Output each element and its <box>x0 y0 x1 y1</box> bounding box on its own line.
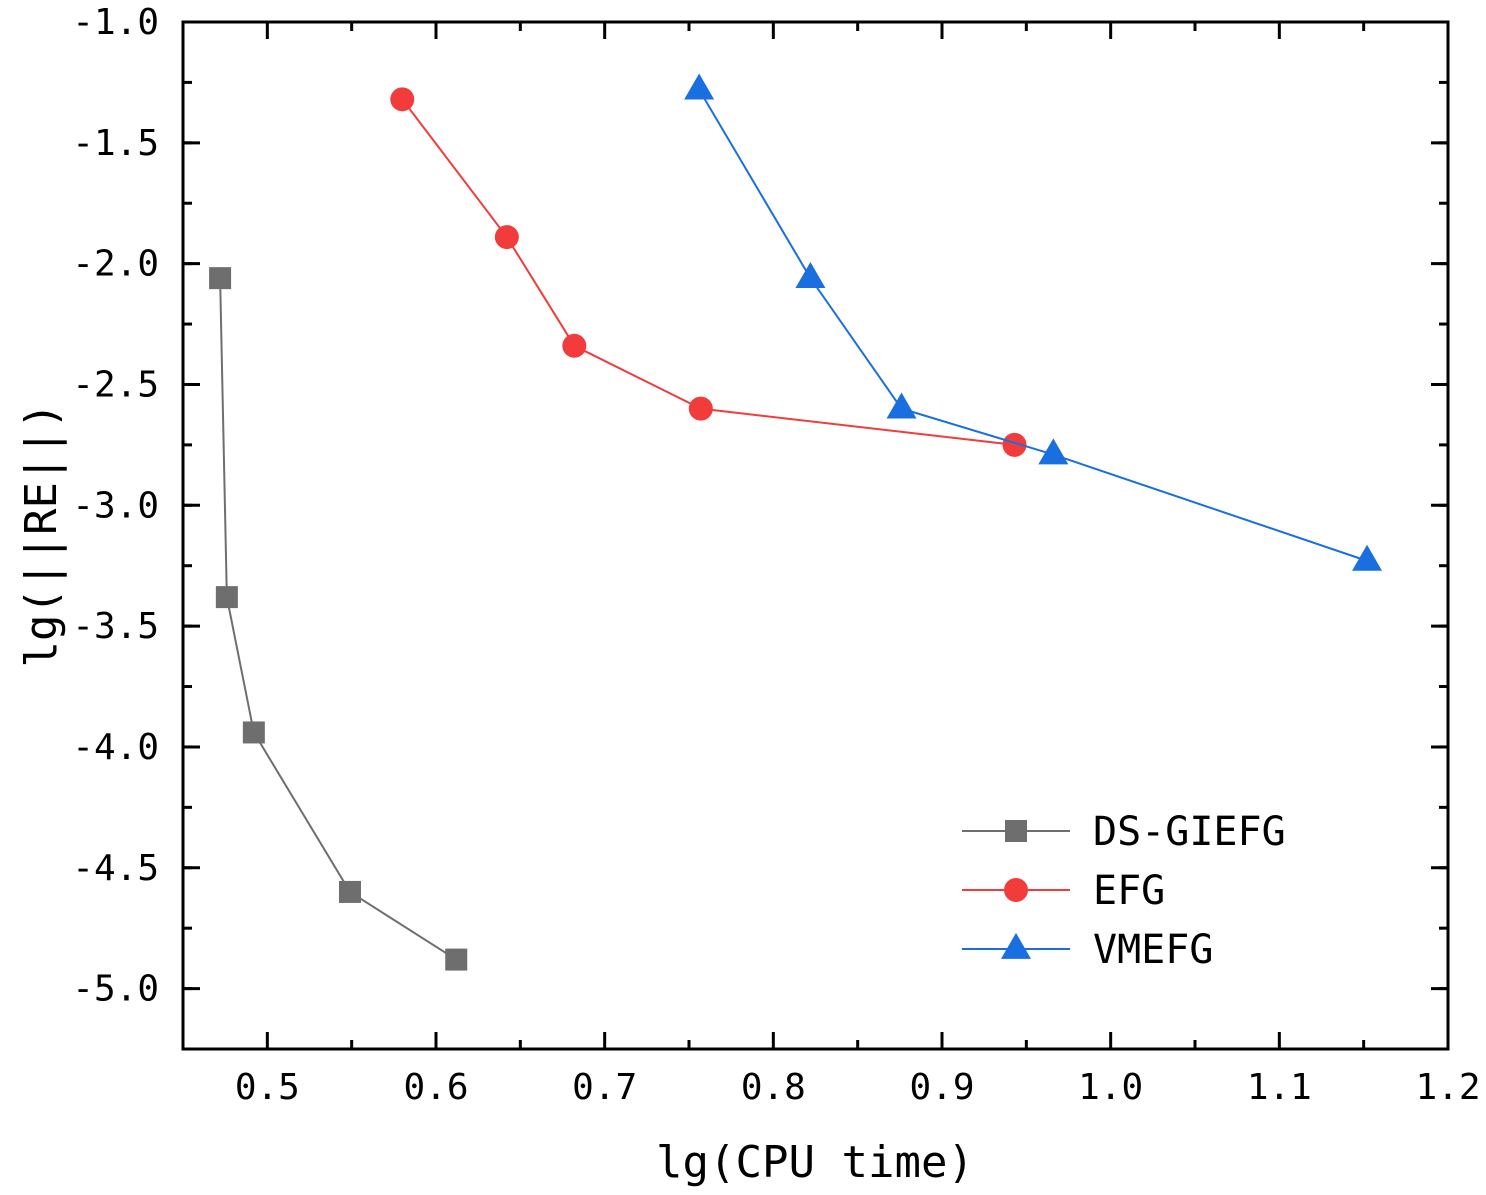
series-efg <box>390 87 1027 457</box>
legend-label: EFG <box>1093 868 1165 914</box>
series-line <box>219 278 457 961</box>
plot-frame <box>181 20 1450 1051</box>
y-tick-label: -3.0 <box>72 485 159 526</box>
series-line <box>401 98 1015 446</box>
y-tick-label: -3.5 <box>72 606 159 647</box>
data-point <box>1002 432 1027 457</box>
y-tick-label: -4.5 <box>72 848 159 889</box>
data-point <box>209 267 232 290</box>
series-ds-giefg <box>209 267 468 971</box>
data-point <box>390 87 415 112</box>
x-tick-label: 0.5 <box>235 1067 300 1108</box>
data-point <box>242 721 265 744</box>
legend-label: DS-GIEFG <box>1093 809 1286 855</box>
x-tick-label: 0.7 <box>572 1067 637 1108</box>
legend-marker <box>1001 932 1031 959</box>
data-point <box>338 880 361 903</box>
legend-item: EFG <box>962 868 1165 914</box>
x-tick-label: 1.0 <box>1078 1067 1143 1108</box>
series-line <box>698 89 1368 562</box>
y-tick-label: -2.5 <box>72 364 159 405</box>
legend-item: VMEFG <box>962 927 1213 973</box>
x-tick-label: 0.8 <box>741 1067 806 1108</box>
data-point <box>1352 544 1383 571</box>
y-tick-label: -5.0 <box>72 969 159 1010</box>
legend-marker <box>1005 820 1027 842</box>
series-vmefg <box>684 73 1383 571</box>
y-tick-label: -4.0 <box>72 727 159 768</box>
data-point <box>1038 438 1069 465</box>
data-point <box>215 586 238 609</box>
data-point <box>494 225 519 250</box>
y-tick-label: -1.5 <box>72 123 159 164</box>
data-point <box>562 333 587 358</box>
data-point <box>886 392 917 419</box>
x-tick-label: 0.9 <box>909 1067 974 1108</box>
legend-label: VMEFG <box>1093 927 1213 973</box>
data-point <box>795 262 826 289</box>
y-tick-label: -2.0 <box>72 244 159 285</box>
x-tick-label: 1.1 <box>1247 1067 1312 1108</box>
legend-marker <box>1004 878 1028 902</box>
data-point <box>684 73 715 100</box>
x-axis-title: lg(CPU time) <box>656 1137 974 1188</box>
data-point <box>445 948 468 971</box>
y-axis-title: lg(||RE||) <box>16 403 67 668</box>
data-point <box>688 396 713 421</box>
legend: DS-GIEFG EFG VMEFG <box>962 809 1286 973</box>
legend-item: DS-GIEFG <box>962 809 1286 855</box>
x-tick-label: 1.2 <box>1415 1067 1480 1108</box>
y-tick-label: -1.0 <box>72 2 159 43</box>
x-tick-label: 0.6 <box>403 1067 468 1108</box>
